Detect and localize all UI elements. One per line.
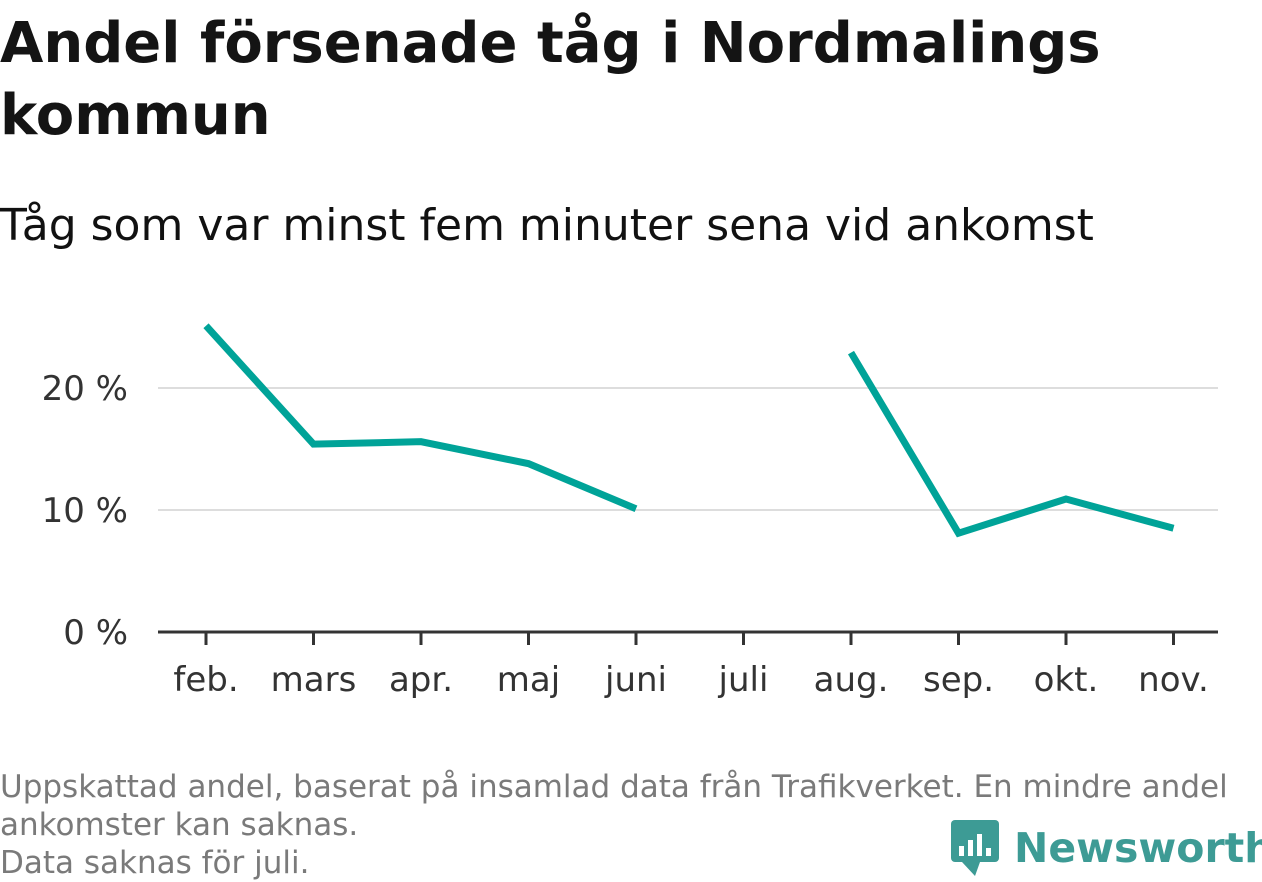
x-tick-label: apr.: [389, 660, 453, 700]
line-chart: 0 % 10 % 20 % feb. mars apr. maj juni juli aug. s…: [42, 323, 1218, 700]
x-tick-label: maj: [497, 660, 560, 700]
x-tick-label: nov.: [1138, 660, 1209, 700]
footnote-line-1: Uppskattad andel, baserat på insamlad da…: [0, 769, 1228, 805]
y-axis-labels: 0 % 10 % 20 %: [42, 369, 128, 653]
x-axis-labels: feb. mars apr. maj juni juli aug. sep. okt. nov.: [173, 660, 1208, 700]
newsworthy-logo-icon: [951, 820, 999, 876]
footnote-line-3: Data saknas för juli.: [0, 845, 310, 881]
x-tick-label: juli: [718, 660, 769, 700]
brand-name: Newsworthy: [1014, 824, 1262, 872]
gridlines: [158, 387, 1218, 511]
x-tick-label: feb.: [173, 660, 238, 700]
series-line: [203, 323, 1175, 538]
series-line-segment: [847, 350, 1175, 538]
footnote-line-2: ankomster kan saknas.: [0, 807, 359, 843]
x-axis: [158, 630, 1218, 645]
series-line-segment: [203, 323, 638, 513]
x-tick-label: juni: [604, 660, 667, 700]
footnote: Uppskattad andel, baserat på insamlad da…: [0, 768, 1250, 882]
x-tick-label: okt.: [1034, 660, 1099, 700]
y-tick-label: 10 %: [42, 491, 128, 531]
chart-subtitle: Tåg som var minst fem minuter sena vid a…: [0, 200, 1094, 251]
x-tick-label: sep.: [923, 660, 994, 700]
y-tick-label: 0 %: [63, 613, 128, 653]
newsworthy-logo: Newsworthy: [950, 818, 1262, 878]
y-tick-label: 20 %: [42, 369, 128, 409]
x-tick-label: aug.: [814, 660, 889, 700]
chart-title: Andel försenade tåg i Nordmalings kommun: [0, 11, 1101, 148]
x-tick-label: mars: [271, 660, 357, 700]
